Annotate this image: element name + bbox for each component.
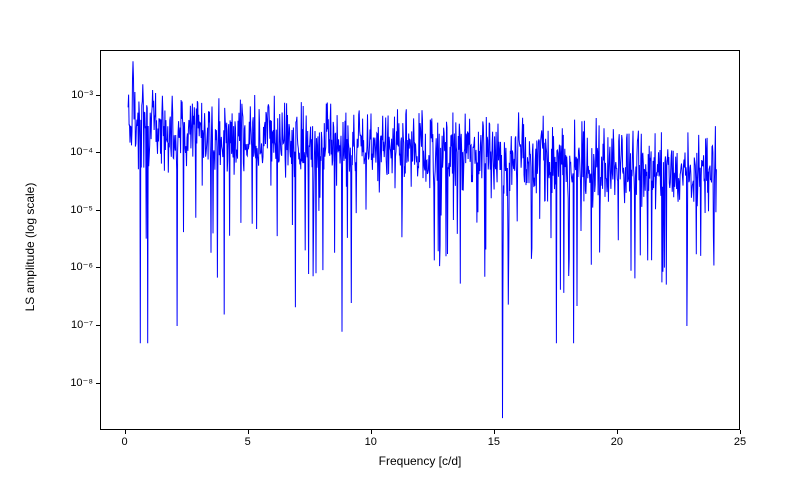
y-tick-label: 10⁻⁵ [45,203,93,216]
y-tick-label: 10⁻⁸ [45,376,93,389]
x-axis-label: Frequency [c/d] [360,454,480,468]
x-tick [248,430,249,434]
x-tick [617,430,618,434]
y-tick [96,267,100,268]
periodogram-figure: Frequency [c/d] LS amplitude (log scale)… [0,0,800,500]
y-tick [96,95,100,96]
x-tick-label: 20 [602,436,632,448]
y-tick-label: 10⁻⁷ [45,318,93,331]
plot-area [100,50,740,430]
x-tick-label: 25 [725,436,755,448]
y-tick-label: 10⁻⁶ [45,260,93,273]
y-tick [96,152,100,153]
y-tick-label: 10⁻³ [45,88,93,101]
periodogram-line [101,51,741,431]
y-axis-label: LS amplitude (log scale) [23,167,37,327]
x-tick-label: 10 [356,436,386,448]
y-tick [96,383,100,384]
y-tick-label: 10⁻⁴ [45,145,93,158]
x-tick-label: 5 [233,436,263,448]
x-tick [371,430,372,434]
y-tick [96,210,100,211]
x-tick [740,430,741,434]
x-tick-label: 15 [479,436,509,448]
x-tick [494,430,495,434]
x-tick-label: 0 [110,436,140,448]
x-tick [125,430,126,434]
y-tick [96,325,100,326]
